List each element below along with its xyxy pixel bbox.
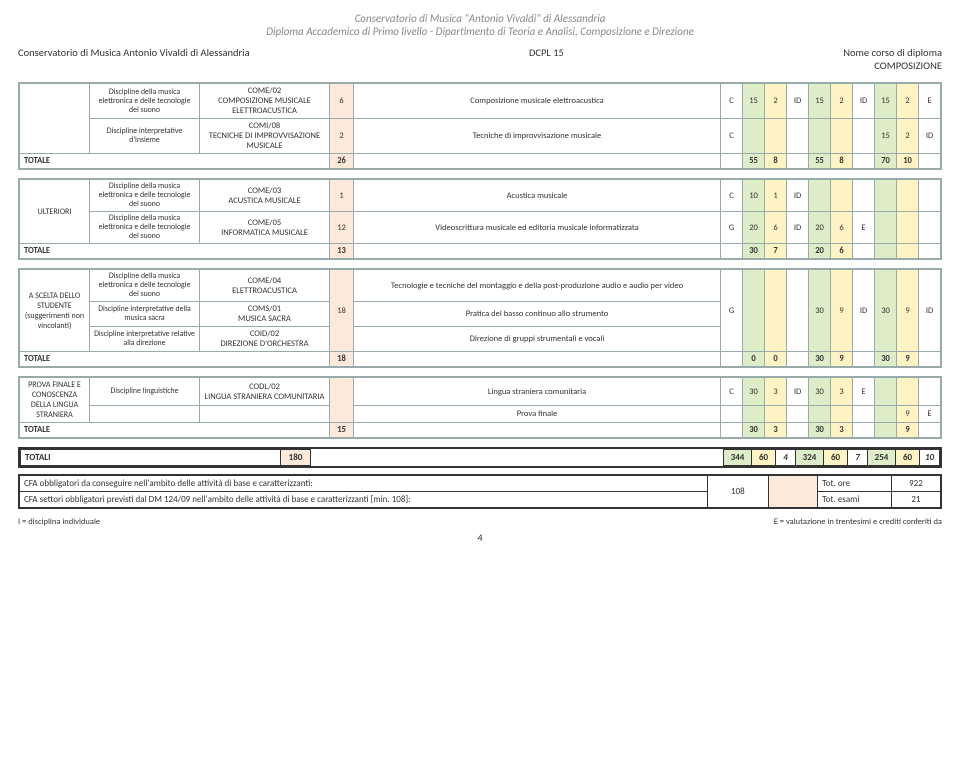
total-row: TOTALE 13 307 206 [20,244,941,259]
block-2: ULTERIORI Discipline della musica elettr… [18,178,942,260]
total-row: TOTALE 26 558 558 7010 [20,154,941,169]
footer-right: E = valutazione in trentesimi e crediti … [774,517,942,527]
title-row: Conservatorio di Musica Antonio Vivaldi … [18,46,942,72]
footer-left: I = disciplina individuale [18,517,100,527]
title-left: Conservatorio di Musica Antonio Vivaldi … [18,46,250,72]
institution-subtitle: Diploma Accademico di Primo livello - Di… [18,25,942,38]
block-1: Discipline della musica elettronica e de… [18,82,942,170]
code-cell: COME/02COMPOSIZIONE MUSICALE ELETTROACUS… [200,84,330,119]
totali-cf: 180 [281,450,311,466]
table-row: Prova finale 9E [20,406,941,423]
page-number: 4 [18,531,942,544]
title-center: DCPL 15 [529,46,564,72]
cfa-value: 108 [707,476,768,508]
category-cell: ULTERIORI [20,180,90,244]
cfa-box: CFA obbligatori da conseguire nell'ambit… [18,474,942,509]
table-row: PROVA FINALE E CONOSCENZA DELLA LINGUA S… [20,378,941,406]
tot-esami-value: 21 [891,492,940,508]
cfa-line2: CFA settori obbligatori previsti dal DM … [20,492,708,508]
total-row: TOTALE 18 00 309 309 [20,352,941,367]
totali-label: TOTALI [21,450,281,466]
category-cell: PROVA FINALE E CONOSCENZA DELLA LINGUA S… [20,378,90,423]
footer: I = disciplina individuale E = valutazio… [18,517,942,527]
cfa-line1: CFA obbligatori da conseguire nell'ambit… [20,476,708,492]
institution-name: Conservatorio di Musica "Antonio Vivaldi… [18,12,942,25]
table-row: ULTERIORI Discipline della musica elettr… [20,180,941,212]
title-right2: COMPOSIZIONE [843,59,942,72]
category-cell: A SCELTA DELLO STUDENTE (suggerimenti no… [20,270,90,352]
block-4: PROVA FINALE E CONOSCENZA DELLA LINGUA S… [18,376,942,439]
cf-cell: 6 [330,84,354,119]
grand-total: TOTALI 180 344604 324607 2546010 [18,447,942,468]
table-row: A SCELTA DELLO STUDENTE (suggerimenti no… [20,270,941,302]
title-right1: Nome corso di diploma [843,46,942,59]
tot-ore-label: Tot. ore [818,476,892,492]
total-row: TOTALE 15 303 303 9 [20,423,941,438]
tot-ore-value: 922 [891,476,940,492]
tot-esami-label: Tot. esami [818,492,892,508]
table-row: Discipline interpretative d'insieme COMI… [20,119,941,154]
table-row: Discipline della musica elettronica e de… [20,212,941,244]
discipline-cell: Discipline della musica elettronica e de… [90,84,200,119]
table-row: Discipline della musica elettronica e de… [20,84,941,119]
desc-cell: Composizione musicale elettroacustica [354,84,721,119]
block-3: A SCELTA DELLO STUDENTE (suggerimenti no… [18,268,942,368]
